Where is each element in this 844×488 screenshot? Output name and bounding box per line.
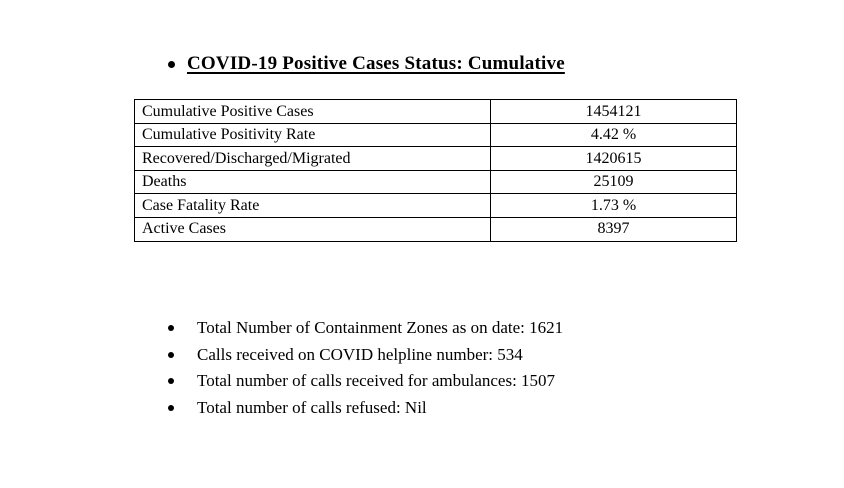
metric-label-cell: Cumulative Positivity Rate	[134, 122, 491, 148]
metric-label-cell: Case Fatality Rate	[134, 193, 491, 218]
list-item-text: Total Number of Containment Zones as on …	[197, 318, 564, 337]
bullet-icon	[168, 378, 174, 385]
list-item: Calls received on COVID helpline number:…	[168, 344, 563, 364]
covid-status-table: Cumulative Positive Cases 1454121 Cumula…	[134, 99, 737, 242]
metric-value-cell: 1454121	[490, 99, 737, 124]
list-item: Total number of calls received for ambul…	[168, 371, 563, 391]
metric-value-cell: 25109	[490, 169, 737, 195]
metric-label-cell: Recovered/Discharged/Migrated	[134, 146, 491, 171]
bullet-icon	[168, 60, 175, 68]
bullet-icon	[168, 351, 174, 358]
summary-bullet-list: Total Number of Containment Zones as on …	[168, 318, 564, 426]
section-heading: COVID-19 Positive Cases Status: Cumulati…	[187, 53, 565, 74]
metric-label-cell: Deaths	[134, 169, 491, 195]
table-row: Recovered/Discharged/Migrated 1420615	[134, 146, 737, 171]
list-item-text: Total number of calls refused: Nil	[197, 398, 427, 418]
list-item: Total number of calls refused: Nil	[168, 398, 563, 418]
metric-label-cell: Cumulative Positive Cases	[134, 99, 491, 124]
table-row: Case Fatality Rate 1.73 %	[134, 193, 737, 218]
metric-value-cell: 1.73 %	[490, 193, 737, 218]
metric-value-cell: 1420615	[490, 146, 737, 171]
list-item: Total Number of Containment Zones as on …	[168, 318, 564, 337]
section-heading-row: COVID-19 Positive Cases Status: Cumulati…	[168, 53, 565, 75]
table-row: Cumulative Positive Cases 1454121	[134, 99, 737, 124]
metric-value-cell: 8397	[490, 216, 737, 242]
bullet-icon	[168, 405, 174, 412]
list-item-text: Total number of calls received for ambul…	[197, 371, 556, 391]
table-row: Deaths 25109	[134, 169, 737, 195]
metric-value-cell: 4.42 %	[490, 122, 737, 148]
metric-label-cell: Active Cases	[134, 216, 491, 242]
bullet-icon	[168, 325, 174, 331]
table-row: Cumulative Positivity Rate 4.42 %	[134, 122, 737, 148]
table-row: Active Cases 8397	[134, 216, 737, 242]
list-item-text: Calls received on COVID helpline number:…	[197, 344, 523, 364]
